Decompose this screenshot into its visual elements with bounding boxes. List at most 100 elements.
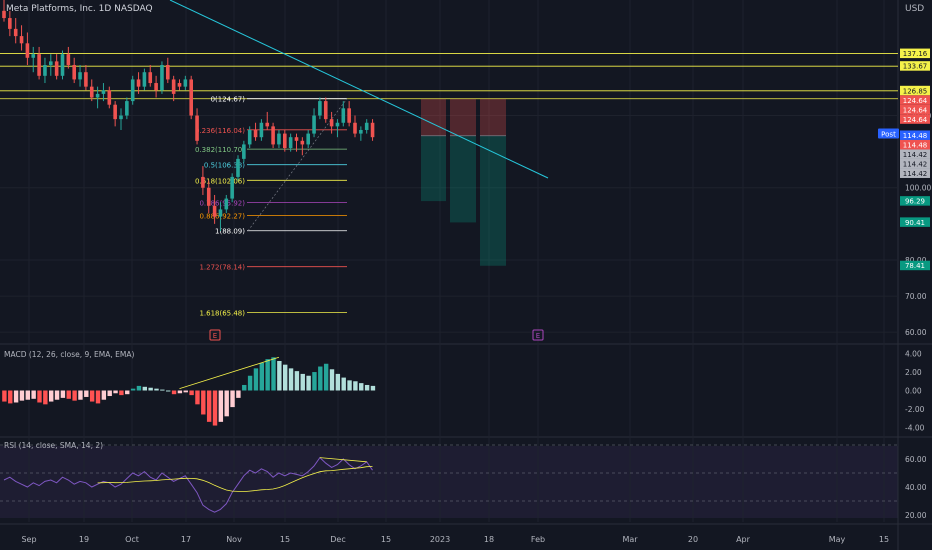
candle-body — [25, 43, 30, 58]
price-badge-label: 114.42 — [903, 170, 928, 178]
macd-tick: -4.00 — [905, 423, 925, 432]
price-badge-label: 114.48 — [903, 141, 928, 149]
macd-histogram-bar — [306, 375, 311, 391]
price-badge — [900, 114, 930, 124]
macd-histogram-bar — [78, 390, 83, 400]
price-badge-label: 78.41 — [905, 262, 925, 270]
candle-body — [160, 64, 164, 91]
candle-body — [294, 137, 299, 141]
candle-body — [125, 101, 129, 116]
macd-histogram-bar — [177, 390, 183, 394]
candle-body — [189, 79, 193, 116]
candle-body — [43, 64, 47, 76]
position-target-zone — [480, 135, 506, 266]
macd-histogram-bar — [353, 381, 358, 391]
candle-body — [142, 72, 147, 87]
macd-histogram-bar — [183, 390, 188, 393]
x-axis-label: Oct — [125, 535, 139, 544]
earnings-marker-label: E — [536, 332, 540, 340]
price-badge — [900, 104, 930, 115]
candle-body — [183, 79, 188, 87]
rsi-tick: 20.00 — [905, 511, 927, 520]
macd-tick: 4.00 — [905, 350, 922, 359]
candle-body — [242, 144, 246, 159]
macd-histogram-bar — [113, 390, 118, 394]
macd-tick: 0.00 — [905, 387, 922, 396]
candle-body — [265, 122, 270, 127]
candle-body — [236, 158, 240, 177]
price-badge-label: 126.85 — [903, 87, 928, 95]
candle-body — [119, 115, 123, 120]
rsi-line — [3, 456, 373, 513]
macd-histogram-bar — [130, 388, 136, 391]
x-axis-label: 18 — [484, 535, 494, 544]
candle-body — [37, 54, 41, 76]
candle-body — [89, 86, 94, 98]
candle-body — [206, 187, 211, 206]
macd-histogram-bar — [265, 359, 270, 391]
price-tick: 70.00 — [905, 292, 927, 301]
position-target-zone — [450, 135, 476, 223]
macd-histogram-bar — [277, 360, 282, 391]
price-badge-label: 96.29 — [905, 198, 925, 206]
macd-histogram-bar — [37, 390, 42, 403]
x-axis-label: Feb — [531, 535, 545, 544]
x-axis-label: 15 — [280, 535, 290, 544]
candle-body — [171, 79, 176, 94]
earnings-marker-label: E — [213, 332, 217, 340]
candle-body — [370, 122, 375, 138]
x-axis-label: Dec — [330, 535, 345, 544]
macd-histogram-bar — [72, 390, 77, 401]
x-axis-label: 19 — [79, 535, 89, 544]
macd-histogram-bar — [370, 385, 376, 391]
macd-histogram-bar — [364, 384, 370, 391]
macd-histogram-bar — [166, 390, 171, 392]
macd-histogram-bar — [271, 357, 276, 391]
macd-histogram-bar — [25, 390, 30, 400]
post-badge — [878, 128, 899, 139]
price-badge — [900, 130, 930, 140]
macd-histogram-bar — [230, 390, 235, 408]
macd-histogram-bar — [341, 377, 346, 391]
price-tick: 60.00 — [905, 328, 927, 337]
candle-body — [271, 126, 275, 145]
fib-level-label: 0(124.67) — [211, 96, 246, 104]
price-badge-label: 114.42 — [903, 151, 928, 159]
macd-histogram-bar — [323, 363, 329, 391]
candle-body — [166, 64, 170, 80]
macd-histogram-bar — [300, 373, 305, 391]
price-tick: 100.00 — [905, 184, 931, 193]
price-badge — [900, 260, 930, 271]
rsi-divergence-line — [319, 457, 367, 463]
candle-body — [84, 72, 88, 87]
price-badge-label: 114.42 — [903, 160, 928, 168]
price-badge — [900, 139, 930, 150]
candle-body — [195, 115, 199, 141]
macd-histogram-bar — [312, 372, 317, 391]
price-badge-label: 114.48 — [903, 132, 928, 140]
macd-tick: 2.00 — [905, 368, 922, 377]
macd-histogram-bar — [218, 390, 224, 422]
macd-histogram-bar — [54, 390, 60, 400]
macd-histogram-bar — [49, 390, 54, 402]
x-axis-label: Nov — [226, 535, 242, 544]
candle-body — [154, 83, 158, 91]
earnings-marker — [532, 329, 544, 341]
candle-body — [335, 122, 340, 127]
rsi-tick: 60.00 — [905, 455, 927, 464]
position-stop-zone — [421, 98, 446, 136]
candle-body — [201, 176, 205, 188]
x-axis-label: May — [829, 535, 846, 544]
earnings-marker — [209, 329, 221, 341]
fib-level-label: 0.618(102.06) — [195, 177, 245, 185]
candle-body — [2, 10, 6, 19]
fib-level-label: 0.886(92.27) — [199, 213, 245, 221]
candle-body — [212, 205, 217, 217]
candle-body — [277, 133, 281, 145]
candle-body — [359, 129, 363, 134]
candle-body — [318, 101, 322, 116]
rsi-tick: 40.00 — [905, 483, 927, 492]
rsi-title: RSI (14, close, SMA, 14, 2) — [4, 441, 103, 450]
fib-level-label: 1(88.09) — [215, 228, 245, 236]
